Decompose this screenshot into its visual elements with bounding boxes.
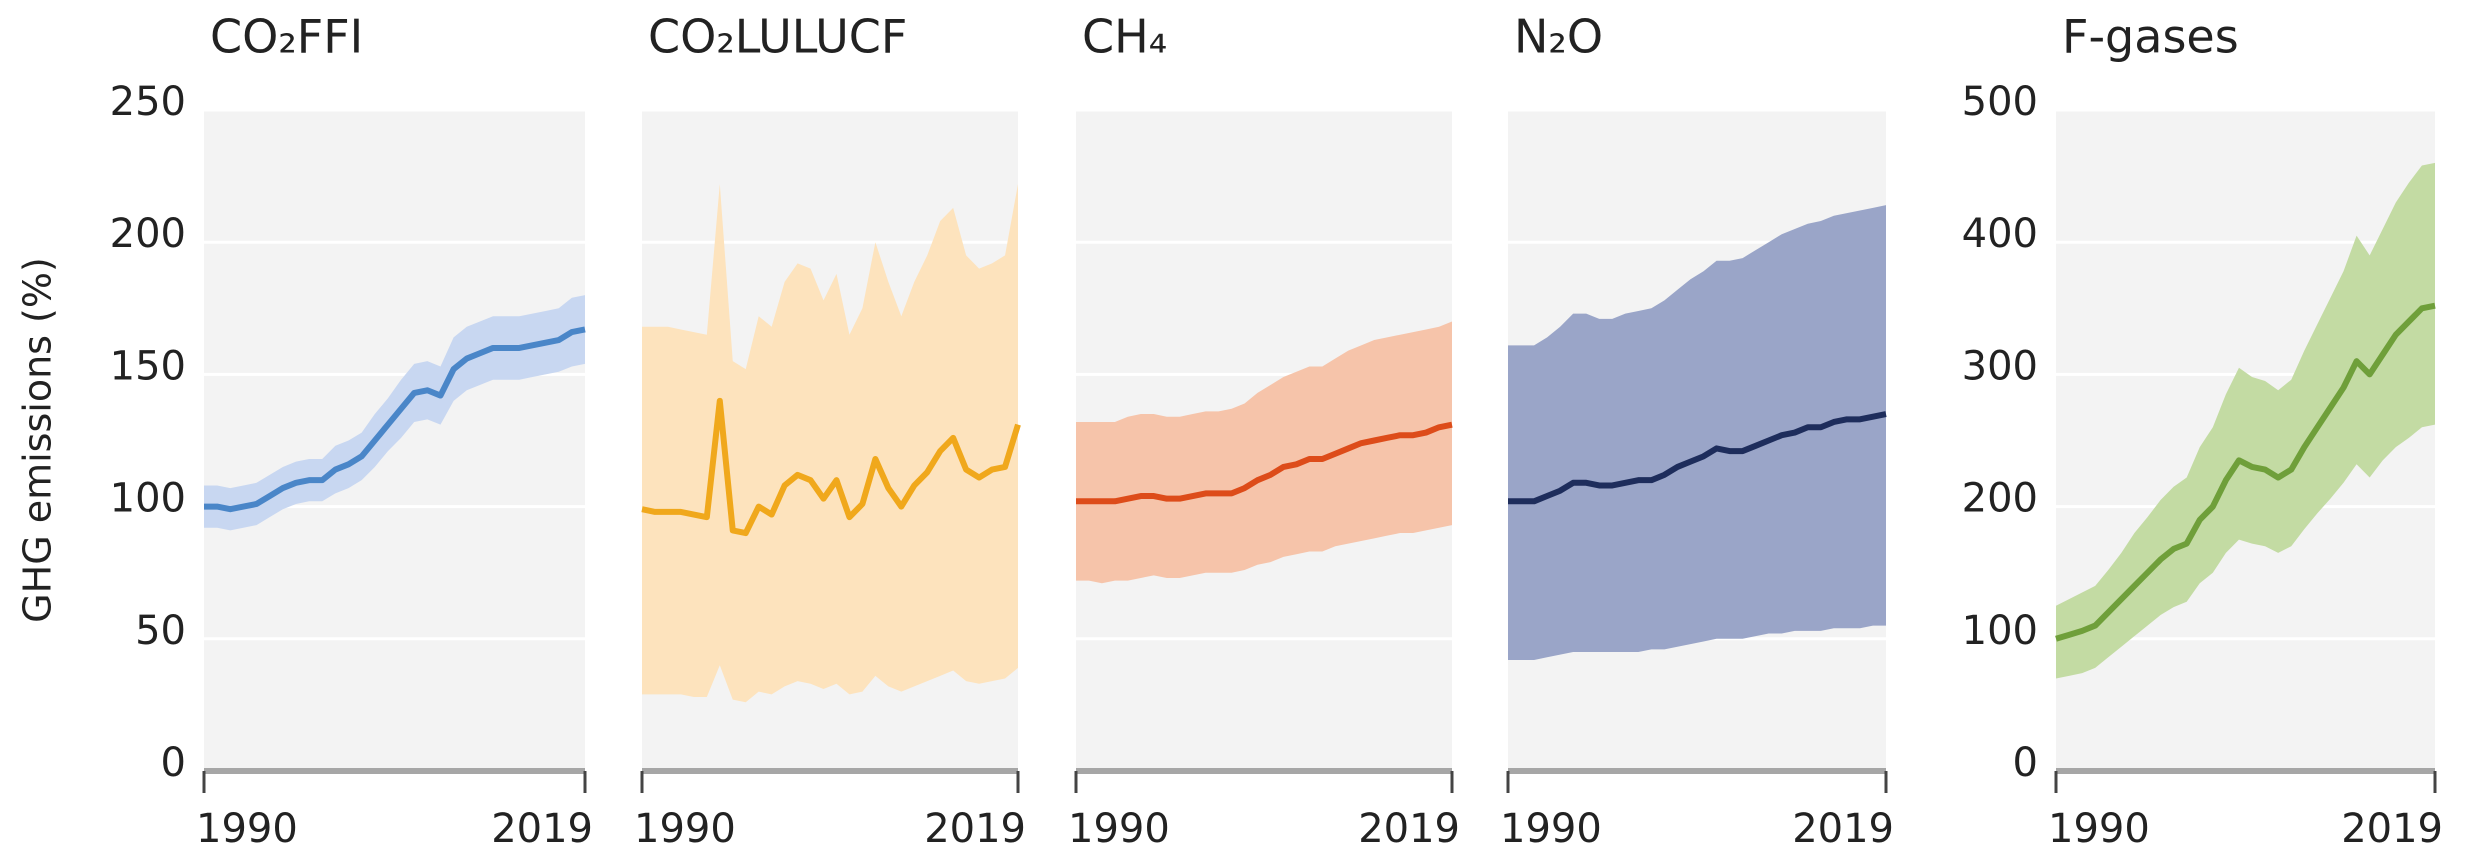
y-tick-label: 0 <box>161 740 186 786</box>
x-tick-label: 1990 <box>634 806 736 852</box>
x-tick-label: 1990 <box>2048 806 2150 852</box>
panel-title: CH₄ <box>1082 10 1167 64</box>
y-tick-label: 400 <box>1962 211 2038 257</box>
x-tick-label: 1990 <box>1500 806 1602 852</box>
x-tick-label: 2019 <box>491 806 593 852</box>
uncertainty-band <box>1076 321 1452 584</box>
panel-title: N₂O <box>1514 10 1603 64</box>
x-tick-label: 1990 <box>196 806 298 852</box>
y-tick-label: 200 <box>1962 476 2038 522</box>
line <box>1508 411 1887 505</box>
y-tick-label: 50 <box>135 608 186 654</box>
x-tick-label: 2019 <box>2341 806 2443 852</box>
y-tick-label: 250 <box>110 79 186 125</box>
line <box>641 397 1021 537</box>
y-tick-label: 100 <box>1962 608 2038 654</box>
y-tick-label: 100 <box>110 476 186 522</box>
y-tick-label: 150 <box>110 343 186 389</box>
x-tick-label: 2019 <box>1792 806 1894 852</box>
line <box>204 326 586 513</box>
x-tick-label: 2019 <box>924 806 1026 852</box>
uncertainty-band <box>1508 205 1886 660</box>
line <box>1076 421 1453 505</box>
panel-title: CO₂LULUCF <box>648 10 907 64</box>
y-tick-label: 200 <box>110 211 186 257</box>
y-axis-label: GHG emissions (%) <box>16 257 60 623</box>
line <box>2055 302 2436 642</box>
x-tick-label: 1990 <box>1068 806 1170 852</box>
panel-title: CO₂FFI <box>210 10 363 64</box>
x-tick-label: 2019 <box>1358 806 1460 852</box>
y-tick-label: 300 <box>1962 343 2038 389</box>
uncertainty-band <box>642 184 1018 703</box>
panel-title: F-gases <box>2062 10 2239 64</box>
y-tick-label: 0 <box>2013 740 2038 786</box>
uncertainty-band <box>2056 162 2435 679</box>
y-tick-label: 500 <box>1962 79 2038 125</box>
